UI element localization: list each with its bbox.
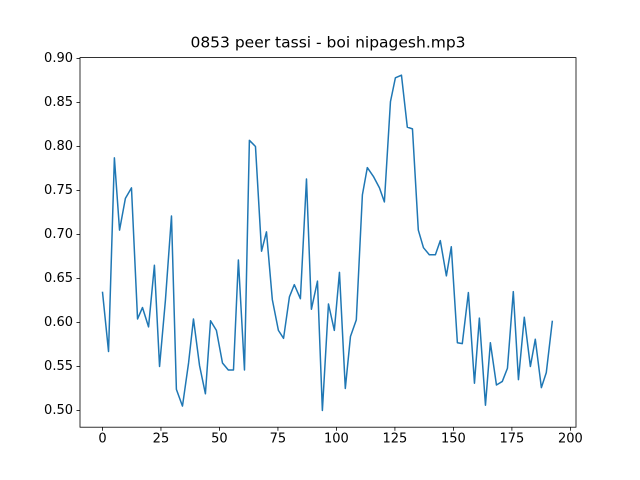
plot-frame [79, 57, 577, 428]
y-tick-label: 0.80 [44, 139, 73, 154]
y-tick-label: 0.65 [44, 271, 73, 286]
x-tick-label: 150 [441, 432, 466, 447]
y-tick-label: 0.60 [44, 315, 73, 330]
line-series [101, 74, 554, 412]
y-tick-label: 0.70 [44, 227, 73, 242]
x-tick-label: 25 [153, 432, 170, 447]
chart-title: 0853 peer tassi - boi nipagesh.mp3 [190, 34, 465, 52]
x-tick-label: 50 [211, 432, 228, 447]
x-tick-label: 100 [324, 432, 349, 447]
x-tick-label: 175 [499, 432, 524, 447]
y-tick-label: 0.90 [44, 51, 73, 66]
y-tick-label: 0.75 [44, 183, 73, 198]
y-tick-label: 0.55 [44, 359, 73, 374]
y-tick-label: 0.50 [44, 403, 73, 418]
x-tick-label: 200 [558, 432, 583, 447]
y-tick-label: 0.85 [44, 95, 73, 110]
x-tick-label: 0 [98, 432, 106, 447]
x-tick-label: 125 [382, 432, 407, 447]
x-tick-label: 75 [270, 432, 287, 447]
